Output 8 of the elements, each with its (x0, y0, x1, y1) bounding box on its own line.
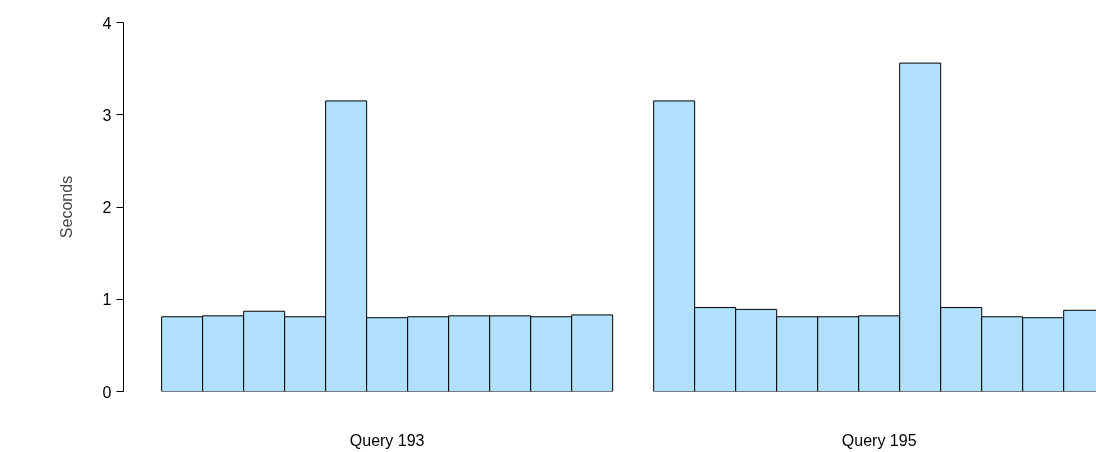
y-tick-label: 3 (102, 106, 112, 124)
y-tick-label: 0 (102, 383, 112, 401)
y-tick-label: 1 (102, 291, 112, 309)
x-tick-label: Query 195 (841, 431, 917, 449)
y-tick-label: 4 (102, 14, 112, 32)
y-axis-title: Seconds (57, 175, 75, 239)
x-tick-label: Query 193 (349, 431, 425, 449)
y-tick-label: 2 (102, 199, 112, 216)
